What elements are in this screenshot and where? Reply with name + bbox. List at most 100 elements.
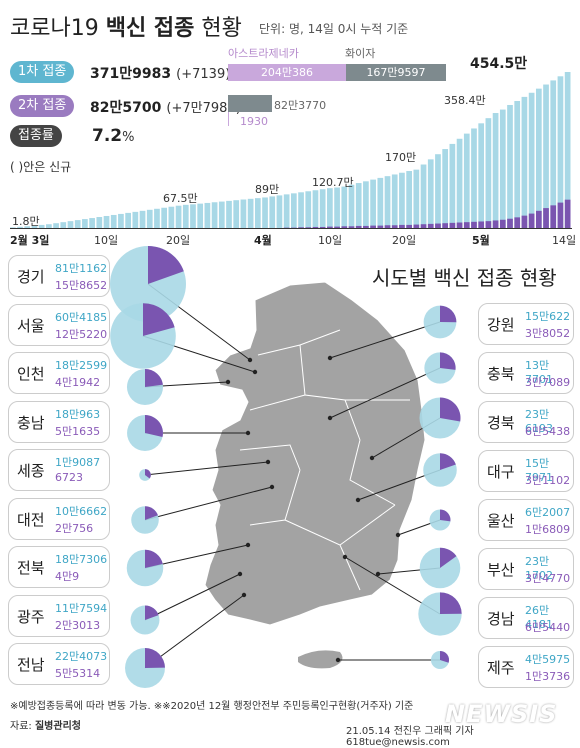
region-dose2: 3만4770	[525, 570, 570, 586]
dose1-bar	[89, 218, 95, 228]
source-name: 질병관리청	[35, 721, 81, 732]
ann-67: 67.5만	[163, 190, 198, 206]
region-dose1: 15만622	[525, 308, 570, 324]
dose1-bar	[176, 206, 182, 228]
dose1-bar	[428, 159, 434, 228]
dose1-bar	[529, 93, 535, 228]
dose1-bar	[457, 139, 463, 228]
dose1-bar	[241, 200, 247, 228]
dose1-bar	[154, 209, 160, 228]
region-name: 서울	[17, 315, 45, 336]
dose1-bar	[493, 113, 499, 228]
region-dose2: 1만3736	[525, 668, 570, 684]
dose1-bar	[60, 222, 66, 228]
xtick-feb3: 2월 3일	[10, 232, 49, 248]
dose1-bar	[161, 208, 167, 228]
region-dose1: 18만7306	[55, 551, 107, 567]
map-dot-울산	[396, 533, 400, 537]
ann-358: 358.4만	[444, 92, 486, 108]
dose2-bar	[522, 216, 528, 228]
xtick-apr: 4월	[254, 232, 272, 248]
map-dot-경남	[343, 555, 347, 559]
dose1-bar	[377, 178, 383, 228]
region-dose2: 4만9	[55, 568, 79, 584]
dose1-bar	[413, 170, 419, 228]
dose1-bar	[442, 149, 448, 228]
dose1-bar	[140, 211, 146, 228]
dose1-bar	[104, 216, 110, 228]
dose1-bar	[450, 144, 456, 228]
dose2-bar	[421, 224, 427, 228]
dose1-bar	[75, 220, 81, 228]
region-dose1: 18만2599	[55, 357, 107, 373]
dose1-bar	[392, 174, 398, 228]
dose1-bar	[118, 214, 124, 228]
dose1-bar	[385, 176, 391, 228]
dose1-bar	[320, 189, 326, 228]
dose1-bar	[233, 200, 239, 228]
map-dot-광주	[238, 572, 242, 576]
region-name: 전남	[17, 654, 45, 675]
dose1-bar	[514, 101, 520, 228]
ann-89: 89만	[255, 181, 279, 197]
map-dot-경북	[370, 456, 374, 460]
dose1-bar	[435, 154, 441, 228]
region-dose1: 1만9087	[55, 454, 100, 470]
map-dot-충남	[246, 431, 250, 435]
dose1-bar	[205, 203, 211, 228]
dose1-bar	[125, 213, 131, 228]
dose1-bar	[543, 85, 549, 228]
region-dose1: 4만5975	[525, 651, 570, 667]
map-dot-인천	[226, 380, 230, 384]
xtick-may: 5월	[472, 232, 490, 248]
dose1-bar	[327, 188, 333, 228]
dose1-bar	[291, 193, 297, 228]
dose2-bar	[435, 224, 441, 228]
dose1-bar	[464, 134, 470, 228]
dose2-bar	[320, 227, 326, 228]
region-dose1: 6만2007	[525, 504, 570, 520]
region-name: 충남	[17, 412, 45, 433]
pie-dose2-경남	[440, 592, 462, 614]
dose1-bar	[486, 118, 492, 228]
jeju-island	[298, 650, 342, 668]
dose2-bar	[471, 222, 477, 228]
region-dose2: 6만5440	[525, 619, 570, 635]
dose1-bar	[255, 198, 261, 228]
dose1-bar	[284, 194, 290, 228]
regional-section-title: 시도별 백신 접종 현황	[372, 262, 557, 291]
dose2-bar	[514, 217, 520, 228]
map-dot-강원	[328, 356, 332, 360]
dose1-bar	[478, 123, 484, 228]
dose2-bar	[442, 223, 448, 228]
pie-dose2-울산	[440, 509, 451, 521]
dose1-bar	[248, 199, 254, 228]
dose1-bar	[341, 187, 347, 228]
dose2-bar	[536, 211, 542, 228]
region-name: 경기	[17, 266, 45, 287]
dose1-bar	[169, 207, 175, 228]
dose2-bar	[349, 226, 355, 228]
dose2-bar	[478, 221, 484, 228]
dose2-bar	[356, 226, 362, 228]
source-label: 자료:	[10, 721, 32, 732]
xtick-may14: 14일	[552, 232, 576, 248]
dose1-bar	[313, 190, 319, 228]
ann-170: 170만	[385, 149, 416, 165]
dose1-bar	[507, 105, 513, 228]
region-dose2: 15만8652	[55, 277, 107, 293]
dose1-bar	[522, 97, 528, 228]
dose2-bar	[500, 220, 506, 228]
region-name: 인천	[17, 363, 45, 384]
map-dot-경기	[248, 358, 252, 362]
xtick-apr20: 20일	[392, 232, 416, 248]
ann-120: 120.7만	[312, 174, 354, 190]
dose1-bar	[197, 204, 203, 228]
dose1-bar	[190, 204, 196, 228]
